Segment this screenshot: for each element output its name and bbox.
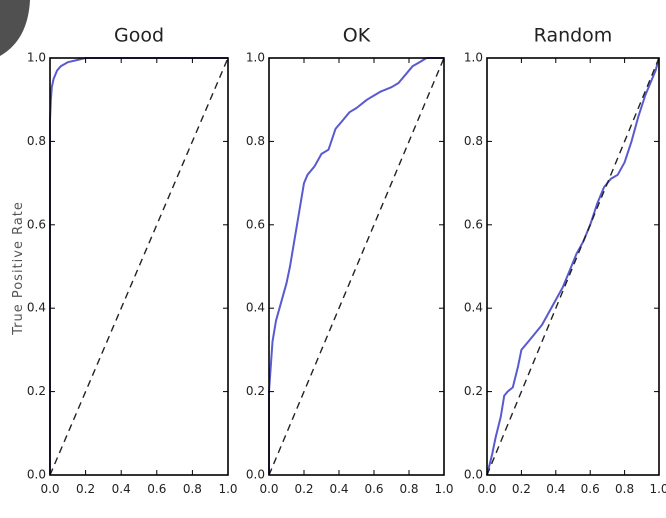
plot-frame [268, 57, 445, 476]
roc-panel-good: Good 0.0 0.2 0.4 0.6 0.8 1.0 0.0 0.2 0.4 0.6 0.8 1.0 [27, 25, 238, 497]
x-tick-label: 0.0 [259, 482, 278, 496]
x-tick-label: 0.0 [477, 482, 496, 496]
y-tick-label: 0.4 [246, 301, 265, 315]
x-tick-label: 0.8 [183, 482, 202, 496]
panel-title: OK [343, 25, 371, 47]
x-tick-label: 0.8 [615, 482, 634, 496]
plot-frame [486, 57, 660, 476]
x-tick-label: 0.2 [294, 482, 313, 496]
y-tick-label: 0.0 [464, 468, 483, 482]
panel-title: Good [114, 25, 164, 47]
y-tick-label: 0.2 [246, 384, 265, 398]
panels-container: Good 0.0 0.2 0.4 0.6 0.8 1.0 0.0 0.2 0.4 0.6 0.8 1.0… [27, 25, 666, 497]
panel-title: Random [534, 25, 613, 47]
x-tick-label: 0.4 [329, 482, 348, 496]
x-tick-label: 0.2 [512, 482, 531, 496]
x-tick-label: 0.6 [364, 482, 383, 496]
y-tick-label: 0.6 [464, 217, 483, 231]
y-tick-label: 0.0 [246, 468, 265, 482]
x-tick-label: 0.8 [399, 482, 418, 496]
chance-diagonal-line [268, 57, 445, 476]
y-tick-label: 0.2 [464, 384, 483, 398]
y-tick-label: 0.4 [464, 301, 483, 315]
y-tick-label: 1.0 [246, 51, 265, 65]
y-tick-label: 0.0 [27, 468, 46, 482]
x-tick-label: 0.0 [40, 482, 59, 496]
y-tick-label: 1.0 [27, 51, 46, 65]
x-tick-label: 0.6 [581, 482, 600, 496]
x-tick-label: 0.4 [112, 482, 131, 496]
y-tick-label: 0.4 [27, 301, 46, 315]
y-tick-label: 0.8 [464, 134, 483, 148]
y-tick-label: 0.6 [246, 217, 265, 231]
plot-frame [49, 57, 229, 476]
x-tick-label: 0.6 [147, 482, 166, 496]
roc-panel-random: Random 0.0 0.2 0.4 0.6 0.8 1.0 0.0 0.2 0.4 0.6 0.8 1… [464, 25, 666, 497]
y-tick-label: 1.0 [464, 51, 483, 65]
corner-logo-fragment [0, 0, 30, 56]
x-tick-label: 0.4 [546, 482, 565, 496]
x-tick-label: 1.0 [434, 482, 453, 496]
roc-curve [486, 57, 660, 476]
y-tick-label: 0.8 [246, 134, 265, 148]
y-tick-label: 0.8 [27, 134, 46, 148]
roc-curve [268, 57, 444, 475]
chance-diagonal-line [486, 57, 660, 476]
y-axis-label: True Positive Rate [11, 201, 26, 336]
x-tick-label: 1.0 [649, 482, 666, 496]
x-tick-label: 0.2 [76, 482, 95, 496]
y-tick-label: 0.2 [27, 384, 46, 398]
x-tick-label: 1.0 [218, 482, 237, 496]
roc-panel-ok: OK 0.0 0.2 0.4 0.6 0.8 1.0 0.0 0.2 0.4 0.6 0.8 1.0 [246, 25, 454, 497]
chance-diagonal-line [49, 57, 229, 476]
y-tick-label: 0.6 [27, 217, 46, 231]
